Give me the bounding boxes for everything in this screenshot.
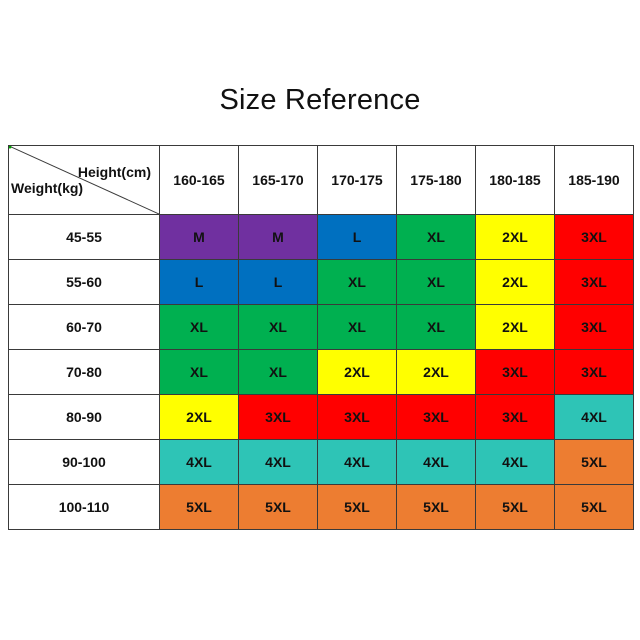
height-column-header: 160-165 xyxy=(159,145,239,215)
weight-row-header: 55-60 xyxy=(8,259,160,305)
header-row: Height(cm) Weight(kg) 160-165 165-170 17… xyxy=(8,145,634,215)
size-cell: XL xyxy=(238,304,318,350)
size-cell: 5XL xyxy=(475,484,555,530)
size-cell: 5XL xyxy=(396,484,476,530)
table-row: 60-70 XL XL XL XL 2XL 3XL xyxy=(8,304,634,350)
size-cell: 4XL xyxy=(396,439,476,485)
size-cell: 3XL xyxy=(317,394,397,440)
weight-axis-label: Weight(kg) xyxy=(11,180,84,196)
table-row: 90-100 4XL 4XL 4XL 4XL 4XL 5XL xyxy=(8,439,634,485)
size-cell: XL xyxy=(396,259,476,305)
table-row: 100-110 5XL 5XL 5XL 5XL 5XL 5XL xyxy=(8,484,634,530)
size-cell: 4XL xyxy=(317,439,397,485)
size-reference-table: Height(cm) Weight(kg) 160-165 165-170 17… xyxy=(8,145,634,530)
size-cell: M xyxy=(159,214,239,260)
size-cell: XL xyxy=(238,349,318,395)
height-column-header: 180-185 xyxy=(475,145,555,215)
height-column-header: 185-190 xyxy=(554,145,634,215)
size-cell: L xyxy=(317,214,397,260)
size-cell: 2XL xyxy=(475,214,555,260)
weight-row-header: 100-110 xyxy=(8,484,160,530)
size-cell: XL xyxy=(396,304,476,350)
size-cell: 5XL xyxy=(317,484,397,530)
weight-row-header: 60-70 xyxy=(8,304,160,350)
size-cell: XL xyxy=(317,304,397,350)
size-cell: 5XL xyxy=(238,484,318,530)
size-cell: 3XL xyxy=(238,394,318,440)
height-column-header: 170-175 xyxy=(317,145,397,215)
size-cell: 5XL xyxy=(554,439,634,485)
weight-row-header: 45-55 xyxy=(8,214,160,260)
weight-row-header: 70-80 xyxy=(8,349,160,395)
size-cell: 2XL xyxy=(475,304,555,350)
size-cell: 2XL xyxy=(159,394,239,440)
size-cell: 3XL xyxy=(554,259,634,305)
height-column-header: 165-170 xyxy=(238,145,318,215)
table-row: 80-90 2XL 3XL 3XL 3XL 3XL 4XL xyxy=(8,394,634,440)
size-cell: XL xyxy=(317,259,397,305)
size-cell: 3XL xyxy=(554,214,634,260)
size-cell: 5XL xyxy=(159,484,239,530)
size-cell: L xyxy=(238,259,318,305)
table-row: 70-80 XL XL 2XL 2XL 3XL 3XL xyxy=(8,349,634,395)
table-row: 55-60 L L XL XL 2XL 3XL xyxy=(8,259,634,305)
diagonal-divider xyxy=(9,146,159,214)
size-cell: 2XL xyxy=(317,349,397,395)
size-cell: 2XL xyxy=(475,259,555,305)
weight-row-header: 90-100 xyxy=(8,439,160,485)
size-cell: 3XL xyxy=(554,304,634,350)
page-title: Size Reference xyxy=(219,84,421,116)
size-cell: 4XL xyxy=(475,439,555,485)
size-cell: 4XL xyxy=(554,394,634,440)
table-row: 45-55 M M L XL 2XL 3XL xyxy=(8,214,634,260)
size-cell: XL xyxy=(159,304,239,350)
size-cell: XL xyxy=(396,214,476,260)
size-cell: 3XL xyxy=(475,349,555,395)
corner-header-cell: Height(cm) Weight(kg) xyxy=(8,145,160,215)
height-axis-label: Height(cm) xyxy=(77,164,151,180)
size-cell: M xyxy=(238,214,318,260)
size-cell: 4XL xyxy=(238,439,318,485)
size-cell: 4XL xyxy=(159,439,239,485)
size-cell: 5XL xyxy=(554,484,634,530)
weight-row-header: 80-90 xyxy=(8,394,160,440)
size-cell: 3XL xyxy=(554,349,634,395)
size-cell: L xyxy=(159,259,239,305)
size-cell: 3XL xyxy=(475,394,555,440)
size-cell: 3XL xyxy=(396,394,476,440)
size-cell: 2XL xyxy=(396,349,476,395)
height-column-header: 175-180 xyxy=(396,145,476,215)
size-cell: XL xyxy=(159,349,239,395)
